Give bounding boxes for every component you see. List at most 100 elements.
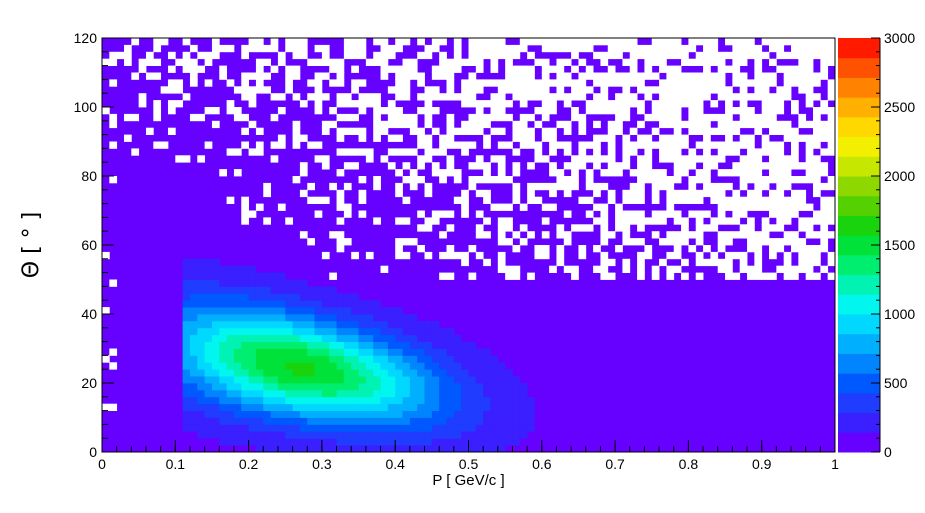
heatmap-cell [402,217,411,225]
heatmap-cell [409,369,418,377]
heatmap-cell [666,272,675,280]
heatmap-cell [197,376,206,384]
heatmap-cell [431,431,440,439]
heatmap-cell [439,355,447,363]
heatmap-cell [336,431,345,439]
heatmap-cell [102,355,110,363]
heatmap-cell [637,120,645,129]
heatmap-cell [468,113,477,122]
heatmap-cell [358,383,367,391]
heatmap-cell [351,383,359,391]
heatmap-cell [402,348,411,356]
heatmap-cell [285,403,293,411]
heatmap-cell [373,58,381,66]
heatmap-cell [739,58,748,66]
heatmap-cell [263,72,271,80]
heatmap-cell [417,369,425,377]
heatmap-cell [277,383,286,391]
heatmap-cell [277,307,286,315]
heatmap-cell [431,169,440,177]
heatmap-cell [263,410,271,418]
heatmap-cell [241,320,249,329]
heatmap-cell [827,217,836,225]
heatmap-cell [446,327,455,336]
heatmap-cell [387,334,396,342]
heatmap-cell [292,72,301,80]
heatmap-cell [402,389,411,398]
heatmap-cell [549,93,557,101]
heatmap-cell [387,376,396,384]
x-tick-label: 0.9 [752,456,772,472]
heatmap-cell [329,383,337,391]
heatmap-cell [512,231,521,239]
heatmap-cell [556,38,565,46]
heatmap-cell [629,79,638,87]
heatmap-cell [505,438,513,446]
heatmap-cell [182,300,191,308]
heatmap-cell [299,445,308,453]
heatmap-cell [314,334,323,342]
heatmap-cell [519,410,528,418]
heatmap-cell [439,272,447,280]
heatmap-cell [754,203,763,211]
heatmap-cell [585,196,594,204]
heatmap-cell [512,44,521,53]
heatmap-cell [285,293,293,301]
heatmap-cell [659,120,667,129]
heatmap-cell [629,148,638,156]
heatmap-cell [373,376,381,384]
heatmap-cell [534,148,543,156]
heatmap-cell [754,265,763,273]
heatmap-cell [453,396,462,405]
heatmap-cell [211,44,220,53]
heatmap-cell [695,38,704,46]
heatmap-cell [534,155,543,163]
heatmap-cell [813,272,821,280]
heatmap-cell [681,258,689,267]
heatmap-cell [358,396,367,405]
heatmap-cell [497,362,506,370]
heatmap-cell [534,245,543,253]
heatmap-cell [417,107,425,115]
heatmap-cell [710,100,719,108]
heatmap-cell [688,245,697,253]
heatmap-cell [204,403,213,411]
heatmap-cell [453,38,462,46]
heatmap-cell [336,383,345,391]
heatmap-cell [703,224,711,232]
heatmap-cell [446,417,455,425]
heatmap-cell [754,231,763,239]
heatmap-cell [497,389,506,398]
heatmap-cell [739,93,748,101]
heatmap-cell [226,334,235,342]
heatmap-cell [365,396,374,405]
heatmap-cell [431,389,440,398]
heatmap-cell [688,38,697,46]
heatmap-cell [314,369,323,377]
heatmap-cell [292,396,301,405]
heatmap-cell [299,362,308,370]
heatmap-cell [791,72,799,80]
heatmap-cell [703,162,711,170]
heatmap-cell [197,279,206,287]
heatmap-cell [351,148,359,156]
heatmap-cell [351,417,359,425]
heatmap-cell [659,141,667,149]
heatmap-cell [813,79,821,87]
heatmap-cell [255,307,264,315]
heatmap-cell [204,341,213,349]
heatmap-cell [424,327,433,336]
heatmap-cell [519,424,528,432]
heatmap-cell [409,65,418,73]
heatmap-cell [314,403,323,411]
heatmap-cell [475,189,484,198]
heatmap-cell [145,51,154,60]
heatmap-cell [241,334,249,342]
heatmap-cell [189,383,198,391]
heatmap-cell [534,182,543,191]
heatmap-cell [681,120,689,129]
heatmap-cell [483,217,491,225]
heatmap-cell [505,176,513,184]
heatmap-cell [197,341,206,349]
heatmap-cell [556,251,565,260]
